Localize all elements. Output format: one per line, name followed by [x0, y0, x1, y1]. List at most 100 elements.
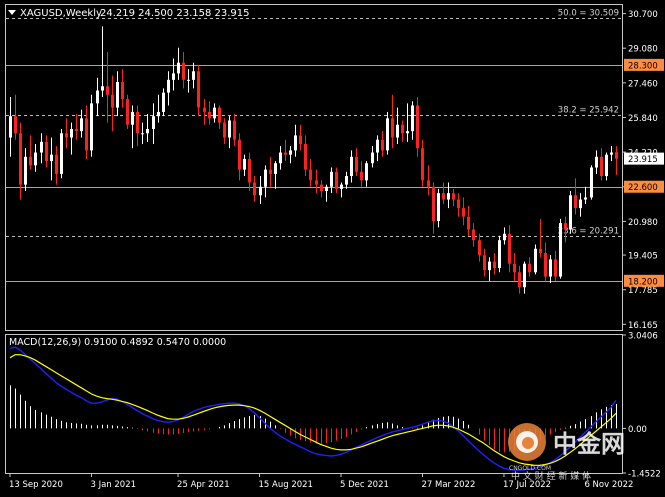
- candle-body: [330, 171, 333, 187]
- candle-body: [248, 158, 251, 183]
- candle-body: [228, 120, 231, 138]
- candle-body: [411, 105, 414, 132]
- candle-body: [421, 148, 424, 181]
- candle-body: [289, 150, 292, 155]
- candle-body: [203, 107, 206, 112]
- candle-body: [523, 263, 526, 288]
- candle-body: [75, 129, 78, 132]
- candle-body: [595, 156, 598, 168]
- candle-body: [315, 180, 318, 185]
- candle-body: [299, 135, 302, 144]
- candle-body: [50, 154, 53, 162]
- candle-body: [269, 169, 272, 174]
- candle-body: [437, 193, 440, 221]
- price-tick-label: 29.080: [628, 45, 658, 55]
- candle-body: [126, 99, 129, 125]
- candle-body: [177, 62, 180, 74]
- candle-body: [365, 163, 368, 181]
- candle-body: [600, 156, 603, 177]
- candle-body: [615, 152, 618, 159]
- candle-body: [574, 195, 577, 209]
- macd-label: MACD(12,26,9) 0.9100 0.4892 0.5470 0.000…: [9, 337, 226, 348]
- candle-body: [371, 152, 374, 164]
- candle-body: [416, 105, 419, 149]
- cngold-watermark: 中金网 CNGOLD.COM 中 文 财 经 新 媒 体: [505, 418, 665, 482]
- candle-body: [432, 186, 435, 221]
- candle-body: [65, 133, 68, 138]
- candle-body: [55, 154, 58, 174]
- candle-body: [218, 107, 221, 123]
- candle-body: [90, 103, 93, 151]
- price-tick-label: 16.165: [628, 321, 658, 331]
- candle-body: [539, 248, 542, 254]
- candle-body: [284, 152, 287, 155]
- fib-level-label: 38.2 = 25.942: [558, 106, 619, 116]
- candle-body: [483, 255, 486, 271]
- time-axis: 13 Sep 2020 3 Jan 2021 25 Apr 2021 15 Aug 2…: [9, 473, 633, 490]
- candle-body: [325, 186, 328, 192]
- candle-body: [253, 182, 256, 196]
- collapse-triangle-icon[interactable]: [8, 10, 16, 15]
- candle-body: [381, 139, 384, 151]
- candle-body: [569, 195, 572, 230]
- candle-body: [279, 152, 282, 164]
- candle-body: [146, 129, 149, 134]
- candle-body: [406, 131, 409, 134]
- price-tick-label: 27.460: [628, 79, 658, 89]
- time-tick-label: 17 Jul 2022: [503, 480, 551, 490]
- macd-signal-line: [9, 354, 617, 466]
- candle-body: [172, 73, 175, 80]
- time-tick-label: 5 Dec 2021: [340, 480, 389, 490]
- candle-body: [427, 180, 430, 187]
- candle-body: [208, 111, 211, 119]
- macd-panel-frame: [5, 334, 623, 474]
- candle-body: [14, 116, 17, 134]
- candle-body: [401, 124, 404, 134]
- time-tick-label: 13 Sep 2020: [9, 480, 63, 490]
- candle-body: [294, 135, 297, 151]
- level-price-tag: [624, 180, 664, 193]
- candle-body: [579, 199, 582, 209]
- candle-body: [564, 223, 567, 230]
- candle-body: [549, 259, 552, 277]
- candle-body: [85, 118, 88, 151]
- price-tick-label: 19.405: [628, 252, 658, 262]
- candle-body: [304, 143, 307, 170]
- candle-body: [70, 129, 73, 138]
- candle-body: [136, 111, 139, 134]
- candle-body: [350, 156, 353, 177]
- level-price-tag-label: 22.600: [628, 183, 658, 193]
- macd-axis-label: 3.0406: [628, 332, 658, 342]
- candle-body: [187, 79, 190, 81]
- time-tick-label: 6 Nov 2022: [584, 480, 633, 490]
- candle-body: [197, 71, 200, 108]
- candle-body: [335, 171, 338, 189]
- macd-indicator: 3.0406 0.00 -1.4522: [9, 332, 661, 480]
- candle-body: [60, 133, 63, 174]
- candle-body: [590, 167, 593, 198]
- candle-body: [238, 139, 241, 170]
- candle-body: [213, 107, 216, 119]
- watermark-domain: CNGOLD.COM: [509, 465, 551, 472]
- candle-body: [116, 81, 119, 108]
- candle-body: [534, 248, 537, 273]
- price-tick-label: 20.980: [628, 218, 658, 228]
- fibonacci-levels[interactable]: 50.0 = 30.509 38.2 = 25.942 23.6 = 20.291: [6, 9, 622, 237]
- macd-axis-label: -1.4522: [628, 470, 661, 480]
- time-tick-label: 25 Apr 2021: [177, 480, 230, 490]
- candle-body: [29, 156, 32, 166]
- level-price-tag-label: 28.300: [628, 61, 658, 71]
- candle-body: [9, 116, 12, 138]
- price-axis: 30.70029.08027.46025.84024.22022.60020.9…: [622, 10, 664, 331]
- candle-body: [274, 163, 277, 174]
- candle-body: [554, 259, 557, 277]
- candle-body: [141, 133, 144, 135]
- price-tick-label: 25.840: [628, 114, 658, 124]
- candle-body: [544, 253, 547, 277]
- candle-body: [34, 152, 37, 166]
- candle-body: [513, 263, 516, 273]
- candle-body: [182, 62, 185, 80]
- candle-body: [152, 116, 155, 130]
